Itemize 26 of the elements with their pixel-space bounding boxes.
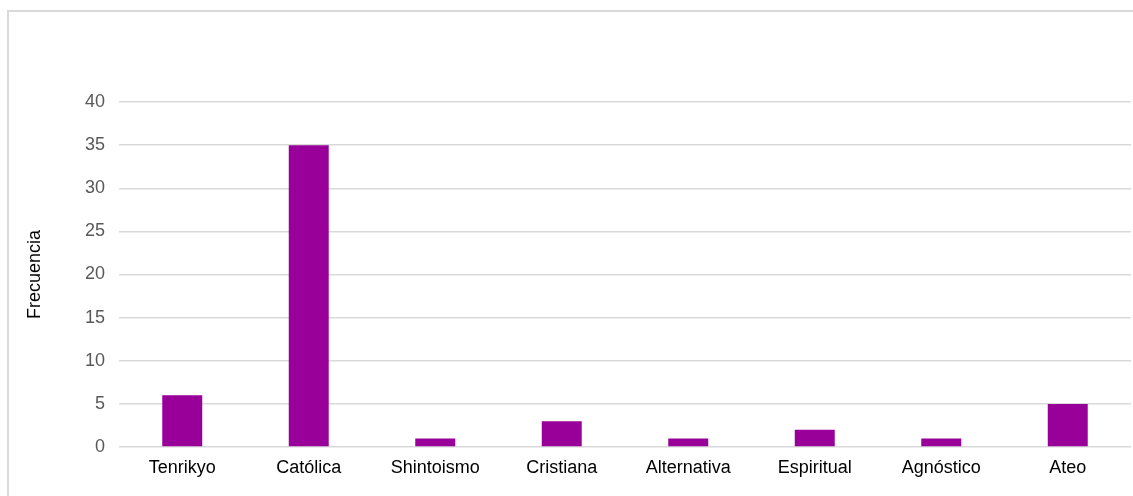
x-tick-label: Cristiana: [526, 456, 599, 477]
bar: [162, 395, 203, 447]
y-tick-label: 35: [84, 134, 105, 155]
bar: [541, 421, 582, 447]
y-tick-label: 15: [84, 306, 105, 327]
x-tick-label: Ateo: [1049, 456, 1087, 477]
y-axis-title: Frecuencia: [23, 228, 44, 320]
y-tick-label: 10: [84, 349, 105, 370]
y-tick-label: 20: [84, 263, 105, 284]
x-tick-label: Tenrikyo: [148, 456, 216, 477]
x-tick-label: Agnóstico: [901, 456, 981, 477]
y-tick-label: 5: [94, 392, 105, 413]
x-tick-label: Shintoismo: [390, 456, 480, 477]
x-tick-label: Católica: [276, 456, 343, 477]
bar: [921, 438, 962, 447]
x-tick-label: Alternativa: [645, 456, 732, 477]
bar: [1047, 403, 1088, 447]
y-tick-label: 25: [84, 220, 105, 241]
y-tick-label: 40: [84, 90, 105, 111]
bar: [288, 145, 329, 447]
y-tick-label: 30: [84, 177, 105, 198]
bar: [794, 429, 835, 447]
x-tick-label: Espiritual: [777, 456, 852, 477]
y-tick-label: 0: [94, 435, 105, 456]
bar: [668, 438, 709, 447]
bar: [415, 438, 456, 447]
